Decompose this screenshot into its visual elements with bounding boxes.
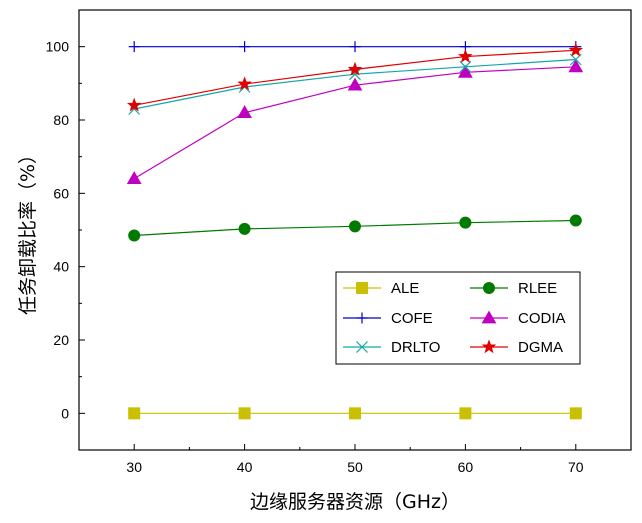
x-axis: 30 40 50 60 70: [78, 444, 632, 475]
x-tick-label: 40: [237, 459, 253, 475]
legend-item-drlto: DRLTO: [343, 339, 440, 356]
data-point-codia: [568, 59, 584, 73]
data-point-dgma: [237, 76, 252, 91]
legend-marker-drlto: [356, 341, 368, 353]
x-axis-title: 边缘服务器资源（GHz）: [250, 491, 460, 513]
data-point-cofe: [239, 41, 251, 53]
legend-marker-codia: [481, 310, 497, 324]
x-tick-label: 50: [347, 459, 363, 475]
series-codia: [126, 59, 584, 185]
data-point-rlee: [459, 216, 472, 229]
y-tick-label: 40: [53, 259, 69, 275]
series-dgma: [126, 42, 584, 112]
data-point-ale: [128, 407, 141, 420]
legend-label-cofe: COFE: [391, 310, 433, 327]
marker-x-b: [349, 68, 361, 81]
legend-label-dgma: DGMA: [518, 339, 563, 356]
legend-marker-cofe: [356, 312, 368, 324]
legend-item-cofe: COFE: [343, 310, 433, 327]
data-point-codia: [347, 77, 363, 91]
data-point-rlee: [569, 214, 582, 227]
series-ale: [128, 407, 582, 420]
legend-label-drlto: DRLTO: [391, 339, 440, 356]
y-axis-title: 任务卸载比率（%）: [17, 145, 39, 315]
data-point-rlee: [238, 222, 251, 235]
legend-item-dgma: DGMA: [470, 339, 563, 356]
data-point-rlee: [128, 229, 141, 242]
legend-item-ale: ALE: [343, 280, 419, 297]
legend-item-rlee: RLEE: [470, 280, 557, 297]
legend-label-codia: CODIA: [518, 310, 566, 327]
legend-marker-rlee: [483, 282, 495, 294]
data-point-dgma: [568, 42, 584, 57]
data-point-dgma: [458, 48, 473, 63]
y-tick-label: 80: [53, 112, 69, 128]
legend: ALE RLEE COFE CODIA DRLTO DGMA: [335, 271, 581, 365]
data-point-rlee: [349, 220, 361, 233]
data-point-ale: [349, 407, 361, 420]
data-point-dgma: [347, 61, 363, 76]
data-point-ale: [569, 407, 582, 420]
legend-marker-dgma: [481, 339, 497, 354]
data-point-drlto: [459, 60, 472, 73]
data-point-cofe: [128, 41, 140, 53]
y-tick-label: 0: [61, 405, 69, 421]
legend-label-ale: ALE: [391, 280, 419, 297]
data-point-codia: [458, 64, 473, 78]
y-tick-label: 100: [46, 39, 70, 55]
x-tick-label: 70: [568, 459, 584, 475]
marker-x-b: [356, 341, 368, 353]
data-point-drlto: [349, 68, 361, 81]
data-point-cofe: [349, 41, 361, 53]
y-tick-label: 20: [53, 332, 69, 348]
legend-marker-ale: [356, 282, 368, 294]
y-axis: 0 20 40 60 80 100: [46, 9, 85, 451]
series-cofe: [128, 41, 582, 53]
data-point-codia: [126, 171, 142, 185]
data-point-dgma: [126, 97, 142, 112]
data-point-ale: [459, 407, 472, 420]
data-point-ale: [238, 407, 251, 420]
series-rlee: [128, 214, 582, 242]
legend-label-rlee: RLEE: [518, 280, 557, 297]
series-layer: [126, 41, 584, 420]
x-tick-label: 60: [458, 459, 474, 475]
legend-item-codia: CODIA: [470, 310, 566, 327]
y-tick-label: 60: [53, 185, 69, 201]
x-tick-label: 30: [126, 459, 142, 475]
data-point-codia: [237, 105, 252, 119]
marker-x-b: [459, 60, 472, 73]
